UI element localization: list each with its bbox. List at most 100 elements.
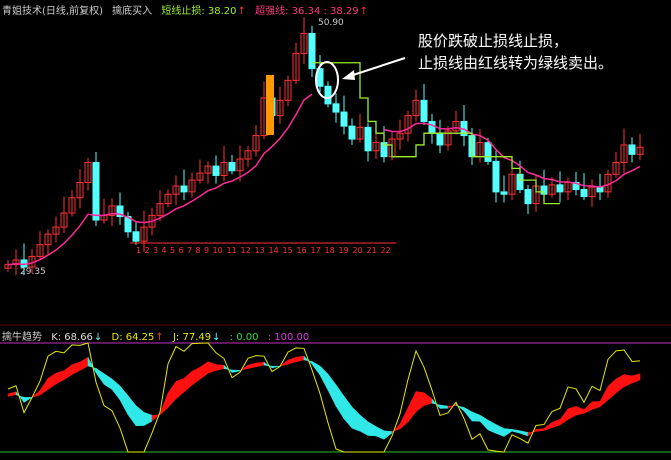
- candle: [12, 259, 20, 266]
- kdj-ribbon: [615, 374, 625, 394]
- candle: [492, 160, 500, 193]
- kdj-ribbon: [103, 373, 113, 390]
- count-label: 17: [311, 246, 321, 255]
- kdj-ribbon: [207, 361, 217, 374]
- arrow-up-icon: ↑: [359, 6, 369, 17]
- candle: [140, 226, 148, 242]
- candle: [188, 179, 196, 193]
- candle: [524, 189, 532, 205]
- arrow-up-icon: ↑: [237, 6, 246, 17]
- candle: [132, 231, 140, 242]
- kdj-ribbon: [231, 369, 241, 373]
- count-label: 10: [213, 246, 223, 255]
- candle: [444, 130, 452, 146]
- kdj-ribbon: [183, 370, 193, 393]
- kdj-ribbon: [591, 401, 601, 410]
- kdj-ribbon: [503, 428, 513, 437]
- candle: [348, 125, 356, 140]
- kdj-ribbon: [111, 378, 121, 401]
- count-label: 9: [204, 246, 209, 255]
- candle: [612, 162, 620, 175]
- candle: [76, 181, 84, 199]
- count-label: 21: [367, 246, 377, 255]
- high-label: 50.90: [318, 18, 344, 28]
- sub-title[interactable]: 擒牛趋势: [2, 332, 42, 343]
- indicator-name[interactable]: 擒底买入: [112, 6, 153, 17]
- candle: [68, 197, 76, 214]
- chart-title: 青姐技术(日线,前复权): [2, 6, 103, 17]
- candle: [420, 99, 428, 122]
- count-label: 8: [196, 246, 201, 255]
- kdj-ribbon: [119, 385, 129, 415]
- annotation-line: 股价跌破止损线止损，: [418, 32, 569, 50]
- candle: [628, 144, 636, 155]
- kdj-ribbon: [423, 392, 433, 406]
- kdj-ribbon: [367, 421, 377, 437]
- highlight-bar: [266, 75, 274, 135]
- candle: [124, 216, 132, 233]
- kdj-ribbon: [95, 367, 105, 386]
- kdj-ribbon: [143, 411, 153, 427]
- line2-value: 超强线: 36.34 : 38.29: [255, 6, 359, 17]
- count-label: 4: [162, 246, 167, 255]
- candle: [252, 135, 260, 152]
- candle: [180, 185, 188, 193]
- kdj-ribbon: [375, 426, 385, 440]
- candle: [500, 191, 508, 195]
- kdj-ribbon: [287, 356, 297, 365]
- candle: [548, 184, 556, 195]
- count-label: 5: [170, 246, 175, 255]
- kdj-ribbon: [519, 430, 529, 437]
- count-label: 7: [187, 246, 192, 255]
- candle: [580, 189, 588, 198]
- ma-line: [7, 93, 313, 266]
- kdj-ribbon: [191, 366, 201, 386]
- candle: [60, 212, 68, 228]
- kdj-ribbon: [79, 356, 89, 371]
- candle: [172, 185, 180, 195]
- kdj-ribbon: [439, 404, 449, 409]
- arrow-up-icon: ↑: [155, 332, 164, 343]
- count-label: 19: [339, 246, 349, 255]
- candle: [44, 233, 52, 246]
- candle: [236, 158, 244, 172]
- candle: [396, 132, 404, 140]
- candle: [484, 142, 492, 162]
- kdj-ribbon: [247, 362, 257, 369]
- main-header: 青姐技术(日线,前复权) 擒底买入 短线止损: 38.20↑ 超强线: 36.3…: [2, 2, 374, 17]
- candle: [636, 146, 644, 155]
- count-label: 20: [353, 246, 363, 255]
- kdj-ribbon: [551, 419, 561, 429]
- candle: [300, 32, 308, 54]
- kdj-ribbon: [167, 380, 177, 409]
- annotation: 股价跌破止损线止损， 止损线由红线转为绿线卖出。: [418, 30, 613, 74]
- kdj-ribbon: [39, 377, 49, 396]
- count-label: 6: [179, 246, 184, 255]
- count-label: 22: [381, 246, 391, 255]
- candle: [412, 99, 420, 117]
- candle: [244, 150, 252, 160]
- j-value: J: 77.49: [172, 332, 212, 343]
- candle: [284, 79, 292, 101]
- kdj-ribbon: [415, 391, 425, 413]
- stop-line: [312, 62, 560, 205]
- kdj-ribbon: [47, 372, 57, 390]
- candle: [588, 186, 596, 198]
- stop-value: 短线止损: 38.20: [161, 6, 237, 17]
- candle: [452, 120, 460, 132]
- kdj-ribbon: [343, 395, 353, 429]
- count-label: 12: [241, 246, 251, 255]
- kdj-ribbon: [359, 414, 369, 436]
- arrow-head-icon: [342, 70, 355, 80]
- arrow-down-icon: ↓: [93, 332, 103, 343]
- low-label: 29.35: [20, 267, 46, 277]
- candle: [508, 173, 516, 195]
- kdj-ribbon: [7, 391, 17, 397]
- kdj-ribbon: [127, 394, 137, 427]
- kdj-ribbon: [495, 424, 505, 437]
- candle: [332, 103, 340, 113]
- d-value: D: 64.25: [111, 332, 155, 343]
- kdj-ribbon: [351, 406, 361, 432]
- candle: [620, 144, 628, 164]
